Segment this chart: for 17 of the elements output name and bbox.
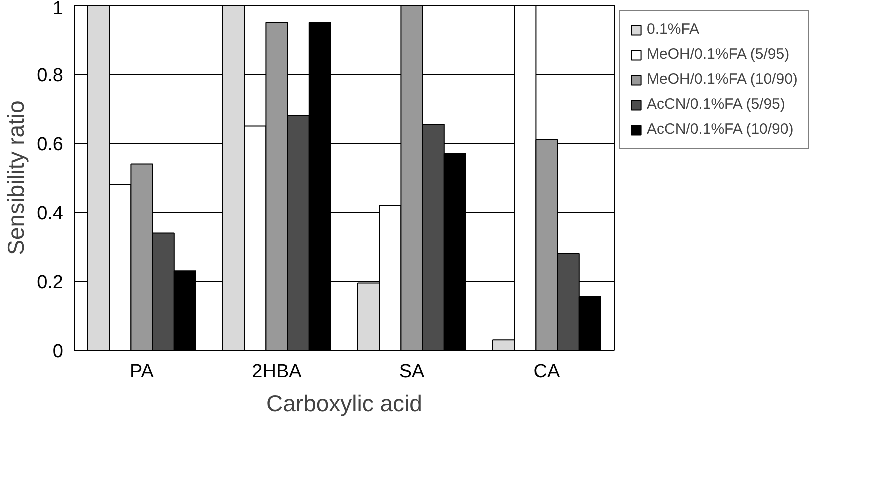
y-tick-label: 0.8 (37, 66, 64, 86)
x-tick-label: SA (399, 362, 425, 382)
legend-label: MeOH/0.1%FA (10/90) (647, 71, 798, 88)
y-axis-title: Sensibility ratio (3, 100, 30, 256)
legend-label: MeOH/0.1%FA (5/95) (647, 46, 790, 63)
y-tick-label: 0.2 (37, 272, 64, 294)
y-tick-label: 1 (52, 0, 64, 20)
y-tick-label: 0 (52, 342, 64, 362)
legend-label: AcCN/0.1%FA (10/90) (647, 121, 794, 138)
x-tick-label: 2HBA (252, 362, 302, 382)
x-axis-title: Carboxylic acid (266, 390, 422, 416)
x-tick-label: PA (130, 362, 154, 382)
y-tick-label: 0.6 (37, 134, 64, 156)
x-tick-label: CA (534, 362, 561, 382)
legend-label: 0.1%FA (647, 21, 700, 38)
legend-label: AcCN/0.1%FA (5/95) (647, 96, 786, 113)
y-tick-label: 0.4 (37, 204, 64, 224)
